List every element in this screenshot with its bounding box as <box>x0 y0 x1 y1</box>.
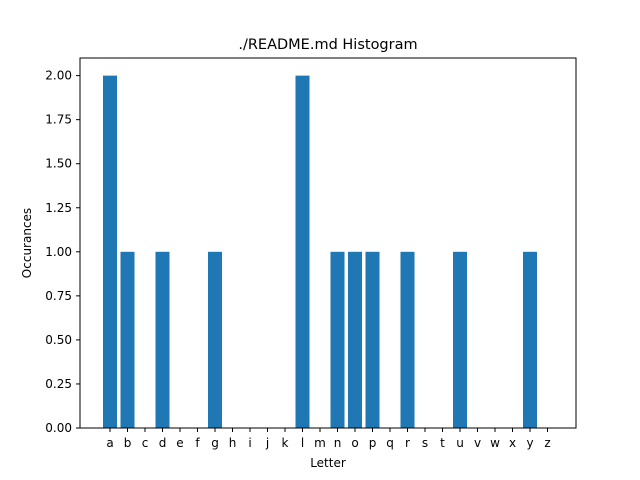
x-tick-label: q <box>386 436 394 450</box>
x-tick-label: d <box>159 436 167 450</box>
y-tick-label: 1.50 <box>45 157 72 171</box>
y-tick-label: 0.50 <box>45 333 72 347</box>
x-tick-label: z <box>544 436 550 450</box>
x-axis-label: Letter <box>310 456 346 470</box>
bar-r <box>400 251 415 428</box>
bar-g <box>208 251 222 428</box>
x-tick-label: p <box>369 436 377 450</box>
x-tick-label: i <box>248 436 251 450</box>
x-tick-label: b <box>124 436 132 450</box>
x-tick-label: v <box>474 436 481 450</box>
bar-u <box>453 251 467 428</box>
x-tick-label: a <box>106 436 113 450</box>
y-tick-label: 2.00 <box>45 69 72 83</box>
bar-p <box>365 251 380 428</box>
y-tick-label: 1.75 <box>45 113 72 127</box>
x-tick-label: e <box>176 436 183 450</box>
bar-l <box>295 75 310 428</box>
x-tick-label: y <box>526 436 533 450</box>
x-tick-label: s <box>422 436 428 450</box>
x-tick-label: c <box>142 436 149 450</box>
y-axis-ticks: 0.00 0.25 0.50 0.75 1.00 1.25 1.50 1.75 2.00 <box>45 69 80 435</box>
bar-o <box>348 251 362 428</box>
x-tick-label: x <box>509 436 516 450</box>
bars-group <box>103 75 537 428</box>
x-tick-label: n <box>334 436 342 450</box>
bar-a <box>103 75 117 428</box>
x-tick-label: f <box>195 436 200 450</box>
x-tick-label: k <box>282 436 289 450</box>
bar-b <box>120 251 135 428</box>
x-tick-label: l <box>301 436 304 450</box>
chart-title: ./README.md Histogram <box>238 37 417 53</box>
x-tick-label: t <box>440 436 445 450</box>
x-tick-label: g <box>211 436 219 450</box>
x-tick-label: m <box>314 436 326 450</box>
x-tick-label: w <box>490 436 500 450</box>
y-tick-label: 1.25 <box>45 201 72 215</box>
bar-y <box>523 251 537 428</box>
y-tick-label: 0.25 <box>45 377 72 391</box>
plot-frame <box>79 57 577 429</box>
bar-d <box>155 251 170 428</box>
y-axis-label: Occurances <box>20 208 34 278</box>
x-tick-label: h <box>229 436 237 450</box>
x-tick-label: o <box>351 436 358 450</box>
x-tick-label: u <box>456 436 464 450</box>
y-tick-label: 1.00 <box>45 245 72 259</box>
x-tick-label: r <box>405 436 410 450</box>
x-tick-label: j <box>265 436 269 450</box>
y-tick-label: 0.00 <box>45 421 72 435</box>
bar-n <box>330 251 345 428</box>
y-tick-label: 0.75 <box>45 289 72 303</box>
